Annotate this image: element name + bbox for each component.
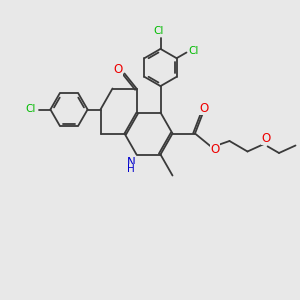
Text: Cl: Cl [154,26,164,37]
Text: Cl: Cl [189,46,199,56]
Text: O: O [261,131,270,145]
Text: O: O [211,142,220,156]
Text: O: O [200,102,208,115]
Text: N: N [127,155,136,169]
Text: Cl: Cl [26,104,36,115]
Text: H: H [127,164,135,174]
Text: O: O [114,63,123,76]
